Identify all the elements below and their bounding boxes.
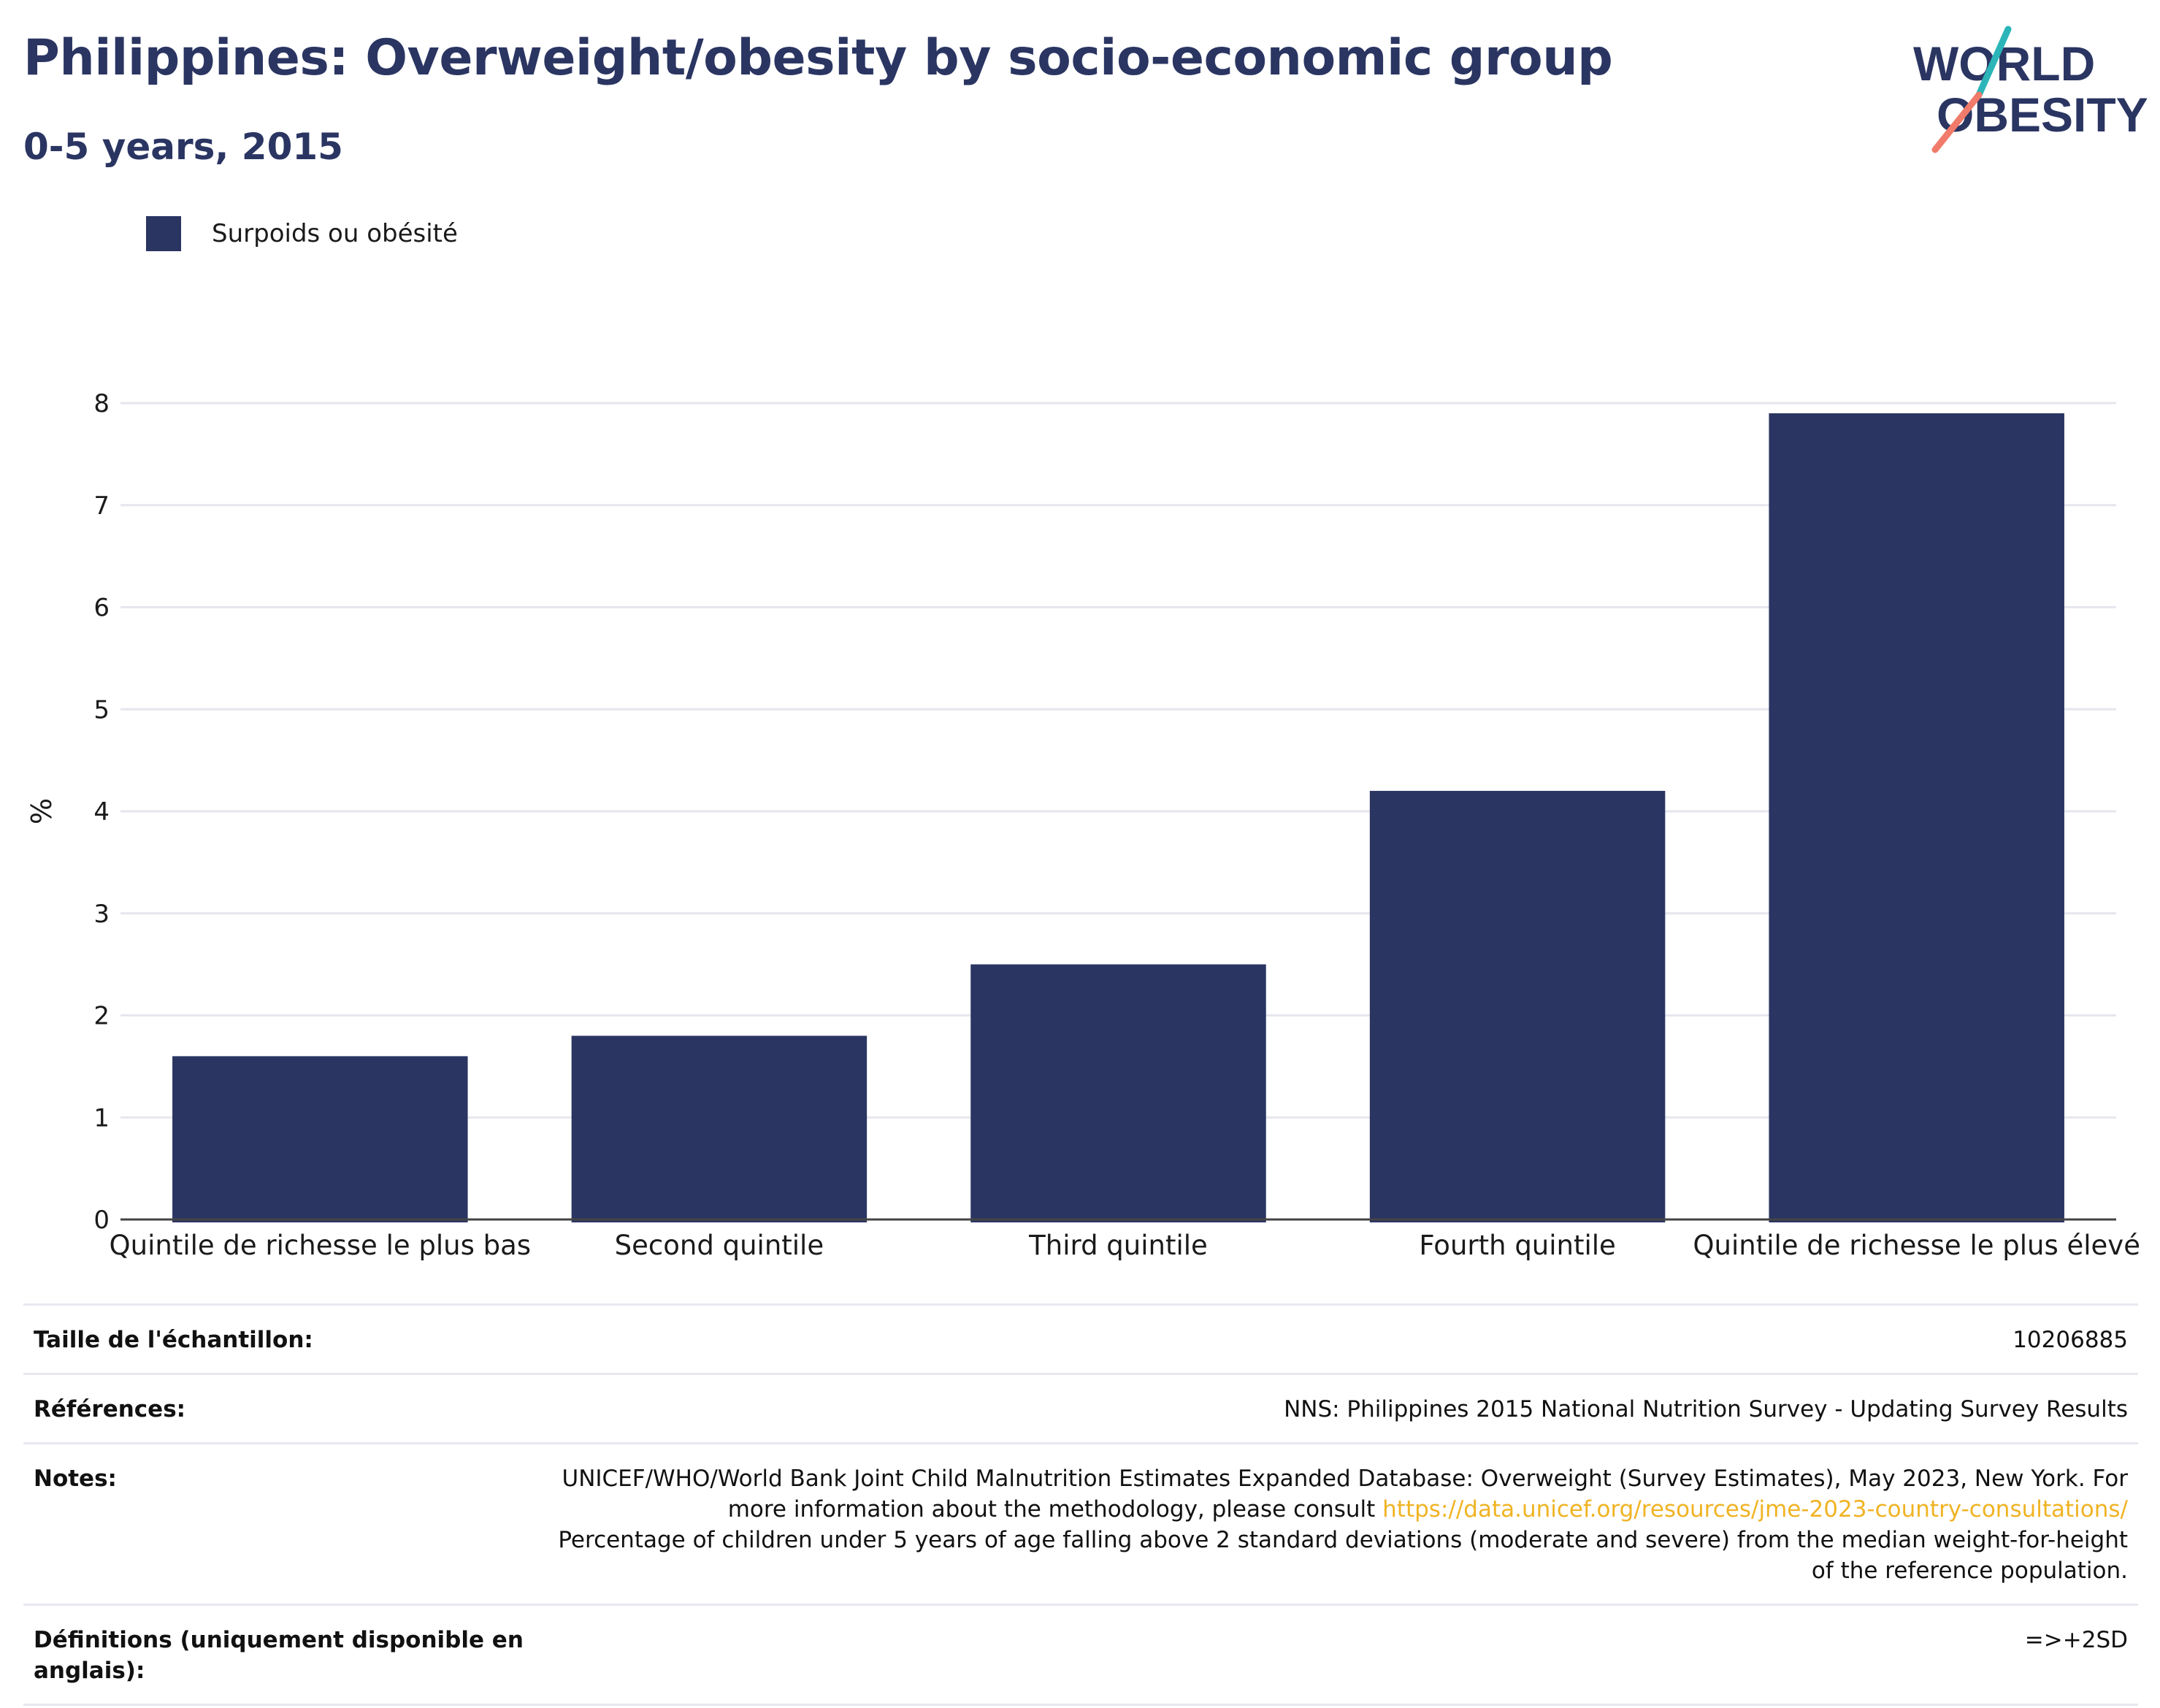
sample-size-label: Taille de l'échantillon:	[34, 1327, 313, 1353]
definitions-value: =>+2SD	[2024, 1627, 2128, 1653]
sample-size-value: 10206885	[2012, 1327, 2128, 1353]
notes-link[interactable]: https://data.unicef.org/resources/jme-20…	[1382, 1496, 2128, 1523]
sample-size-row: Taille de l'échantillon: 10206885	[23, 1303, 2138, 1373]
chart-subtitle: 0-5 years, 2015	[23, 126, 343, 168]
x-tick-label: Quintile de richesse le plus élevé	[1693, 1230, 2140, 1261]
bar	[571, 1035, 868, 1222]
chart-title: Philippines: Overweight/obesity by socio…	[23, 29, 1613, 87]
bar	[1369, 791, 1666, 1222]
legend-swatch	[146, 216, 181, 251]
y-tick-label: 4	[93, 797, 110, 827]
legend-label: Surpoids ou obésité	[212, 219, 458, 248]
bar	[970, 964, 1266, 1222]
y-tick-label: 2	[93, 1002, 110, 1031]
definitions-label: Définitions (uniquement disponible en an…	[34, 1627, 524, 1684]
notes-text-1: UNICEF/WHO/World Bank Joint Child Malnut…	[562, 1466, 2129, 1523]
y-axis-label: %	[26, 798, 58, 824]
definitions-row: Définitions (uniquement disponible en an…	[23, 1604, 2138, 1706]
y-tick-label: 6	[93, 594, 110, 623]
logo-slash-teal	[1975, 26, 2012, 99]
bar-chart: 0 1 2 3 4 5 6 7 8% Quintile de richesse le plus b…	[26, 389, 2140, 1261]
x-tick-label: Fourth quintile	[1419, 1230, 1615, 1261]
x-tick-label: Third quintile	[1028, 1230, 1208, 1261]
x-tick-label: Quintile de richesse le plus bas	[110, 1230, 532, 1261]
notes-label: Notes:	[34, 1466, 117, 1492]
bar	[1769, 413, 2064, 1222]
x-tick-label: Second quintile	[615, 1230, 824, 1261]
y-tick-label: 0	[93, 1206, 110, 1235]
logo-word-obesity: OBESITY	[1937, 88, 2147, 142]
y-tick-label: 7	[93, 491, 110, 521]
world-obesity-logo: WORLD OBESITY	[1913, 26, 2147, 153]
notes-value: UNICEF/WHO/World Bank Joint Child Malnut…	[551, 1463, 2128, 1586]
y-tick-label: 8	[93, 389, 110, 418]
legend[interactable]: Surpoids ou obésité	[146, 216, 458, 251]
y-tick-label: 1	[93, 1103, 110, 1133]
notes-text-2: Percentage of children under 5 years of …	[558, 1527, 2128, 1584]
references-label: Références:	[34, 1396, 186, 1422]
notes-row: Notes: UNICEF/WHO/World Bank Joint Child…	[23, 1442, 2138, 1604]
references-row: Références: NNS: Philippines 2015 Nation…	[23, 1373, 2138, 1442]
y-tick-label: 3	[93, 900, 110, 929]
bar	[172, 1056, 468, 1222]
y-tick-label: 5	[93, 695, 110, 724]
references-value: NNS: Philippines 2015 National Nutrition…	[1284, 1396, 2128, 1422]
info-table: Taille de l'échantillon: 10206885 Référe…	[23, 1303, 2138, 1706]
logo-slash-coral	[1931, 91, 1983, 153]
